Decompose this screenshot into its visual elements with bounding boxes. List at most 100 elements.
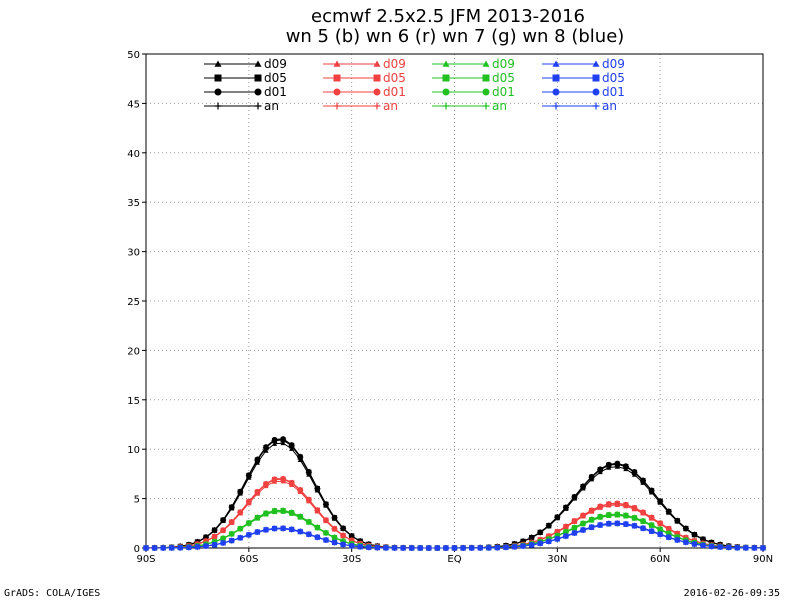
legend-marker <box>552 88 560 96</box>
data-point <box>562 523 569 530</box>
legend-marker <box>333 88 341 96</box>
legend-label: d01 <box>264 85 287 99</box>
data-point <box>382 544 389 551</box>
data-point <box>648 487 655 494</box>
legend-label: d05 <box>264 71 287 85</box>
data-point <box>597 466 604 473</box>
data-point <box>280 525 287 532</box>
y-tick-label: 45 <box>127 99 140 110</box>
series-wn5-d09 <box>143 440 766 551</box>
grid-lines <box>146 54 763 548</box>
data-point <box>288 442 295 449</box>
data-point <box>211 541 218 548</box>
data-point <box>237 509 244 516</box>
legend-marker <box>214 88 222 96</box>
data-point <box>237 534 244 541</box>
series-wavenumber-8 <box>143 520 766 551</box>
data-point <box>742 544 749 551</box>
y-tick-label: 40 <box>127 149 140 160</box>
legend-item-wn8-an: an <box>542 99 617 113</box>
data-point <box>340 532 347 539</box>
data-point <box>502 544 509 551</box>
legend-marker <box>442 88 450 96</box>
y-tick-label: 5 <box>134 495 140 506</box>
data-point <box>580 526 587 533</box>
data-point <box>297 528 304 535</box>
series-wn8-an <box>143 520 766 551</box>
legend: d09d05d01and09d05d01and09d05d01and09d05d… <box>204 57 625 113</box>
data-point <box>297 487 304 494</box>
legend-marker <box>592 60 600 67</box>
data-point <box>614 520 621 527</box>
y-tick-label: 50 <box>127 50 140 61</box>
data-point <box>365 544 372 551</box>
data-point <box>562 533 569 540</box>
data-point <box>220 527 227 534</box>
y-tick-label: 20 <box>127 346 140 357</box>
data-point <box>417 544 424 551</box>
legend-label: d09 <box>492 57 515 71</box>
legend-item-wn7-d05: d05 <box>432 71 515 85</box>
data-point <box>220 517 227 524</box>
axis-ticks: 0 5 10 15 20 25 30 35 40 45 50 90S 60S 30S EQ 30N 60N 90N <box>127 50 773 565</box>
data-point <box>305 496 312 503</box>
data-point <box>477 544 484 551</box>
data-point <box>562 504 569 511</box>
data-point <box>460 544 467 551</box>
legend-label: d01 <box>383 85 406 99</box>
legend-marker <box>254 74 262 82</box>
legend-label: d05 <box>383 71 406 85</box>
legend-item-wn7-d01: d01 <box>432 85 515 99</box>
data-point <box>314 524 321 531</box>
data-point <box>254 514 261 521</box>
legend-label: an <box>264 99 279 113</box>
data-point <box>254 457 261 464</box>
y-tick-label: 30 <box>127 248 140 259</box>
data-point <box>691 541 698 548</box>
data-point <box>665 508 672 515</box>
data-point <box>588 474 595 481</box>
data-point <box>640 509 647 516</box>
data-point <box>648 522 655 529</box>
data-point <box>648 514 655 521</box>
y-tick-label: 10 <box>127 445 140 456</box>
data-point <box>143 544 149 551</box>
legend-item-wn7-d09: d09 <box>432 57 515 71</box>
data-point <box>254 529 261 536</box>
data-point <box>245 531 252 538</box>
data-point <box>537 529 544 536</box>
legend-label: an <box>602 99 617 113</box>
data-point <box>271 507 278 514</box>
data-point <box>408 544 415 551</box>
data-point <box>245 498 252 505</box>
data-point <box>708 543 715 550</box>
legend-label: d09 <box>264 57 287 71</box>
data-point <box>228 519 235 526</box>
data-point <box>657 498 664 505</box>
data-point <box>331 539 338 546</box>
data-point <box>554 535 561 542</box>
legend-item-wn7-an: an <box>432 99 507 113</box>
legend-item-wn8-d09: d09 <box>542 57 625 71</box>
data-point <box>691 531 698 538</box>
data-point <box>682 539 689 546</box>
legend-marker <box>592 88 600 96</box>
data-point <box>262 510 269 517</box>
data-point <box>580 483 587 490</box>
legend-marker <box>214 102 222 110</box>
data-point <box>511 543 518 550</box>
data-point <box>760 544 766 551</box>
legend-marker <box>373 88 381 96</box>
data-point <box>322 501 329 508</box>
legend-marker <box>482 88 490 96</box>
data-point <box>271 437 278 444</box>
data-point <box>340 541 347 548</box>
data-point <box>640 477 647 484</box>
legend-marker <box>482 60 490 67</box>
y-tick-label: 35 <box>127 198 140 209</box>
data-point <box>682 525 689 532</box>
data-point <box>648 528 655 535</box>
data-point <box>537 540 544 547</box>
x-tick-label: 30S <box>342 554 361 565</box>
y-tick-label: 25 <box>127 297 140 308</box>
